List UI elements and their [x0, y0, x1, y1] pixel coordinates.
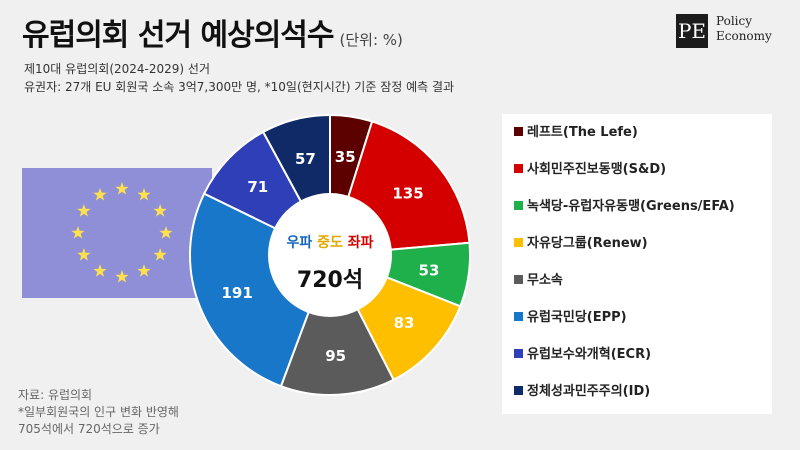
center-total: 720석 — [297, 268, 363, 293]
legend-label: 사회민주진보동맹(S&D) — [527, 162, 667, 177]
legend-label: 유럽보수와개혁(ECR) — [527, 347, 652, 362]
title-unit: (단위: %) — [339, 31, 403, 49]
flag-star-icon — [159, 226, 173, 239]
footnote-line1: *일부회원국의 인구 변화 반영해 — [18, 405, 179, 419]
slice-value-label: 95 — [325, 347, 346, 365]
flag-star-icon — [137, 187, 151, 201]
footnote-line2: 705석에서 720석으로 증가 — [18, 422, 160, 436]
subtitle-election: 제10대 유럽의회(2024-2029) 선거 — [24, 62, 210, 76]
legend-item: 유럽보수와개혁(ECR) — [514, 346, 651, 364]
legend-label: 정체성과민주주의(ID) — [527, 384, 651, 399]
flag-star-icon — [77, 204, 91, 217]
legend-label: 녹색당-유럽자유동맹(Greens/EFA) — [527, 199, 735, 214]
slice-value-label: 83 — [394, 314, 415, 332]
legend-label: 레프트(The Lefe) — [527, 125, 638, 140]
center-word-right: 우파 — [286, 235, 312, 251]
donut-hole — [268, 193, 392, 317]
flag-star-icon — [115, 182, 129, 195]
flag-star-icon — [93, 264, 107, 277]
slice-value-label: 53 — [419, 261, 440, 279]
subtitle-voters: 유권자: 27개 EU 회원국 소속 3억7,300만 명, *10일(현지시간… — [24, 80, 455, 94]
slice-value-label: 35 — [335, 148, 356, 166]
flag-star-icon — [153, 248, 167, 261]
logo-line1: Policy — [716, 14, 752, 28]
source-note: 자료: 유럽의회 — [18, 388, 93, 402]
slice-value-label: 135 — [392, 184, 423, 202]
legend-swatch — [514, 386, 523, 395]
eu-flag — [22, 168, 212, 298]
flag-star-icon — [115, 270, 129, 283]
legend-item: 무소속 — [514, 272, 563, 290]
legend-item: 레프트(The Lefe) — [514, 124, 638, 142]
legend-item: 자유당그룹(Renew) — [514, 235, 648, 253]
legend-item: 사회민주진보동맹(S&D) — [514, 161, 666, 179]
title-text: 유럽의회 선거 예상의석수 — [22, 18, 334, 53]
logo-line2: Economy — [716, 29, 772, 43]
legend-swatch — [514, 238, 523, 247]
legend-swatch — [514, 275, 523, 284]
legend-swatch — [514, 164, 523, 173]
logo-mark: PE — [676, 14, 708, 48]
legend-label: 무소속 — [527, 273, 563, 288]
flag-star-icon — [153, 204, 167, 217]
legend-swatch — [514, 127, 523, 136]
slice-value-label: 57 — [295, 150, 316, 168]
flag-star-icon — [137, 264, 151, 277]
legend-swatch — [514, 349, 523, 358]
legend-swatch — [514, 201, 523, 210]
center-word-center: 중도 — [317, 235, 343, 251]
logo-text: Policy Economy — [716, 14, 772, 44]
legend-swatch — [514, 312, 523, 321]
legend-label: 자유당그룹(Renew) — [527, 236, 648, 251]
eu-stars — [71, 182, 173, 283]
legend-item: 녹색당-유럽자유동맹(Greens/EFA) — [514, 198, 735, 216]
policy-economy-logo: PE Policy Economy — [676, 12, 786, 52]
legend-item: 유럽국민당(EPP) — [514, 309, 627, 327]
chart-legend: 레프트(The Lefe) 사회민주진보동맹(S&D) 녹색당-유럽자유동맹(Gre… — [502, 114, 772, 414]
slice-value-label: 71 — [247, 178, 268, 196]
legend-label: 유럽국민당(EPP) — [527, 310, 627, 325]
legend-item: 정체성과민주주의(ID) — [514, 383, 650, 401]
flag-star-icon — [77, 248, 91, 261]
page-title: 유럽의회 선거 예상의석수 (단위: %) — [22, 10, 403, 54]
flag-star-icon — [93, 187, 107, 201]
slice-value-label: 191 — [221, 284, 252, 302]
center-words: 우파 중도 좌파 — [286, 235, 373, 251]
seat-donut-chart: 35 135 53 83 95 191 71 57 우파 중도 좌파 720석 — [189, 113, 471, 396]
flag-star-icon — [71, 226, 85, 239]
center-word-left: 좌파 — [348, 235, 374, 251]
donut-slice-4 — [279, 252, 395, 396]
